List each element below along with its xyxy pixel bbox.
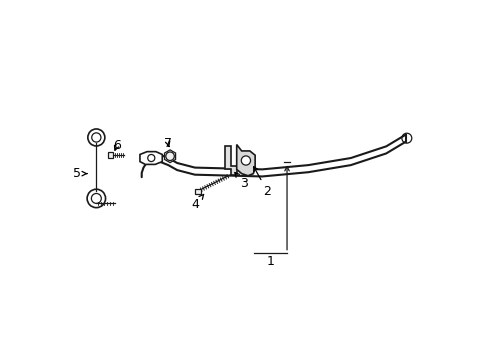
Text: 3: 3 [234,172,248,190]
Polygon shape [236,145,255,176]
FancyBboxPatch shape [108,152,113,158]
Text: 2: 2 [253,167,271,198]
Text: 1: 1 [266,255,274,268]
Polygon shape [140,152,162,165]
FancyBboxPatch shape [195,189,200,194]
Text: 6: 6 [113,139,121,152]
Text: 7: 7 [164,138,172,150]
Polygon shape [224,146,237,175]
Polygon shape [164,150,175,163]
Text: 5: 5 [73,167,87,180]
Circle shape [241,156,250,165]
Text: 4: 4 [190,194,203,211]
